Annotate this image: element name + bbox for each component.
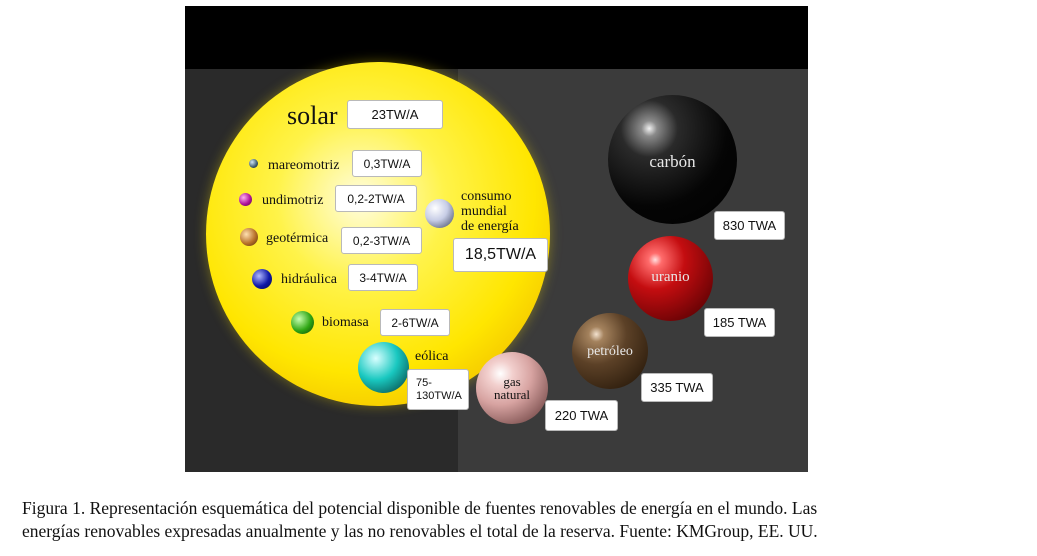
carbon-value-box: 830 TWA xyxy=(714,211,785,240)
consumption-label-line-2: mundial xyxy=(461,204,507,219)
petroleo-value-box: 335 TWA xyxy=(641,373,713,402)
consumption-label: consumo mundial de energía xyxy=(461,189,519,234)
eolica-label: eólica xyxy=(415,349,449,364)
gas-natural-label-line-1: gas xyxy=(503,374,521,389)
caption-line-1: Figura 1. Representación esquemática del… xyxy=(22,498,818,518)
geotermica-sphere xyxy=(240,228,258,246)
geotermica-value-box: 0,2-3TW/A xyxy=(341,227,422,254)
gas-natural-value-box: 220 TWA xyxy=(545,400,618,431)
geotermica-label: geotérmica xyxy=(266,231,329,246)
hidraulica-label: hidráulica xyxy=(281,272,337,287)
biomasa-sphere xyxy=(291,311,314,334)
gas-natural-label-line-2: natural xyxy=(493,387,531,402)
consumption-label-line-1: consumo xyxy=(461,189,512,204)
carbon-label: carbón xyxy=(649,152,696,171)
biomasa-value-box: 2-6TW/A xyxy=(380,309,450,336)
consumption-sphere xyxy=(425,199,454,228)
undimotriz-sphere xyxy=(239,193,252,206)
biomasa-label: biomasa xyxy=(322,315,369,330)
figure-caption: Figura 1. Representación esquemática del… xyxy=(22,497,1022,543)
mareomotriz-label: mareomotriz xyxy=(268,158,340,173)
uranio-value-box: 185 TWA xyxy=(704,308,775,337)
consumption-value-box: 18,5TW/A xyxy=(453,238,548,272)
eolica-value-line-1: 75- xyxy=(416,376,432,389)
gas-natural-label: gas natural xyxy=(476,375,548,401)
undimotriz-value-box: 0,2-2TW/A xyxy=(335,185,417,212)
mareomotriz-sphere xyxy=(249,159,258,168)
caption-line-2: energías renovables expresadas anualment… xyxy=(22,521,818,541)
hidraulica-sphere xyxy=(252,269,272,289)
eolica-sphere xyxy=(358,342,409,393)
eolica-value-line-2: 130TW/A xyxy=(416,389,462,402)
consumption-label-line-3: de energía xyxy=(461,219,519,234)
energy-potential-figure: solar 23TW/A mareomotriz 0,3TW/A undimot… xyxy=(185,6,808,472)
hidraulica-value-box: 3-4TW/A xyxy=(348,264,418,291)
uranio-sphere xyxy=(628,236,713,321)
petroleo-sphere xyxy=(572,313,648,389)
solar-value-box: 23TW/A xyxy=(347,100,443,129)
uranio-label: uranio xyxy=(651,269,690,285)
carbon-sphere xyxy=(608,95,737,224)
gas-natural-sphere xyxy=(476,352,548,424)
petroleo-label: petróleo xyxy=(587,344,633,359)
undimotriz-label: undimotriz xyxy=(262,193,324,208)
solar-label: solar xyxy=(287,101,338,130)
figure-top-band xyxy=(185,6,808,69)
eolica-value-box: 75- 130TW/A xyxy=(407,369,469,410)
mareomotriz-value-box: 0,3TW/A xyxy=(352,150,422,177)
